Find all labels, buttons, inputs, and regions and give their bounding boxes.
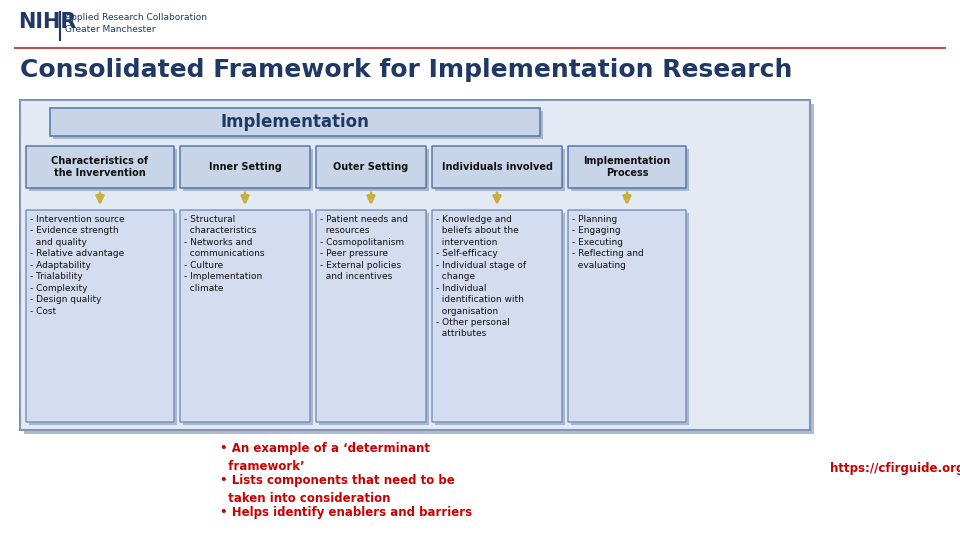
Text: - Patient needs and
  resources
- Cosmopolitanism
- Peer pressure
- External pol: - Patient needs and resources - Cosmopol… (320, 215, 408, 281)
Bar (571, 213, 689, 425)
Text: - Planning
- Engaging
- Executing
- Reflecting and
  evaluating: - Planning - Engaging - Executing - Refl… (572, 215, 644, 270)
FancyBboxPatch shape (568, 210, 686, 422)
Text: NIHR: NIHR (18, 12, 77, 32)
Text: https://cfirguide.org/: https://cfirguide.org/ (830, 462, 960, 475)
FancyBboxPatch shape (20, 100, 810, 430)
Text: Consolidated Framework for Implementation Research: Consolidated Framework for Implementatio… (20, 58, 792, 82)
Bar (29, 213, 177, 425)
Text: • Lists components that need to be
  taken into consideration: • Lists components that need to be taken… (220, 474, 455, 504)
FancyBboxPatch shape (568, 146, 686, 188)
FancyBboxPatch shape (432, 146, 562, 188)
Text: Inner Setting: Inner Setting (208, 162, 281, 172)
FancyBboxPatch shape (26, 210, 174, 422)
Bar (319, 213, 429, 425)
Bar (435, 149, 565, 191)
FancyBboxPatch shape (26, 146, 174, 188)
Bar (53, 111, 543, 139)
Bar (24, 104, 814, 434)
Bar (319, 149, 429, 191)
Text: Applied Research Collaboration
Greater Manchester: Applied Research Collaboration Greater M… (65, 13, 207, 35)
Bar (435, 213, 565, 425)
FancyBboxPatch shape (432, 210, 562, 422)
Text: • Helps identify enablers and barriers: • Helps identify enablers and barriers (220, 506, 472, 519)
Bar (183, 149, 313, 191)
Text: Implementation
Process: Implementation Process (584, 156, 671, 178)
Bar (29, 149, 177, 191)
Text: • An example of a ‘determinant
  framework’: • An example of a ‘determinant framework… (220, 442, 430, 472)
Text: Characteristics of
the Invervention: Characteristics of the Invervention (52, 156, 149, 178)
FancyBboxPatch shape (316, 146, 426, 188)
Bar (571, 149, 689, 191)
Text: - Structural
  characteristics
- Networks and
  communications
- Culture
- Imple: - Structural characteristics - Networks … (184, 215, 265, 293)
Text: Implementation: Implementation (221, 113, 370, 131)
FancyBboxPatch shape (316, 210, 426, 422)
FancyBboxPatch shape (180, 210, 310, 422)
Text: - Intervention source
- Evidence strength
  and quality
- Relative advantage
- A: - Intervention source - Evidence strengt… (30, 215, 125, 315)
FancyBboxPatch shape (50, 108, 540, 136)
Bar (183, 213, 313, 425)
Text: Individuals involved: Individuals involved (442, 162, 553, 172)
Text: - Knowledge and
  beliefs about the
  intervention
- Self-efficacy
- Individual : - Knowledge and beliefs about the interv… (436, 215, 526, 339)
Text: Outer Setting: Outer Setting (333, 162, 409, 172)
FancyBboxPatch shape (180, 146, 310, 188)
